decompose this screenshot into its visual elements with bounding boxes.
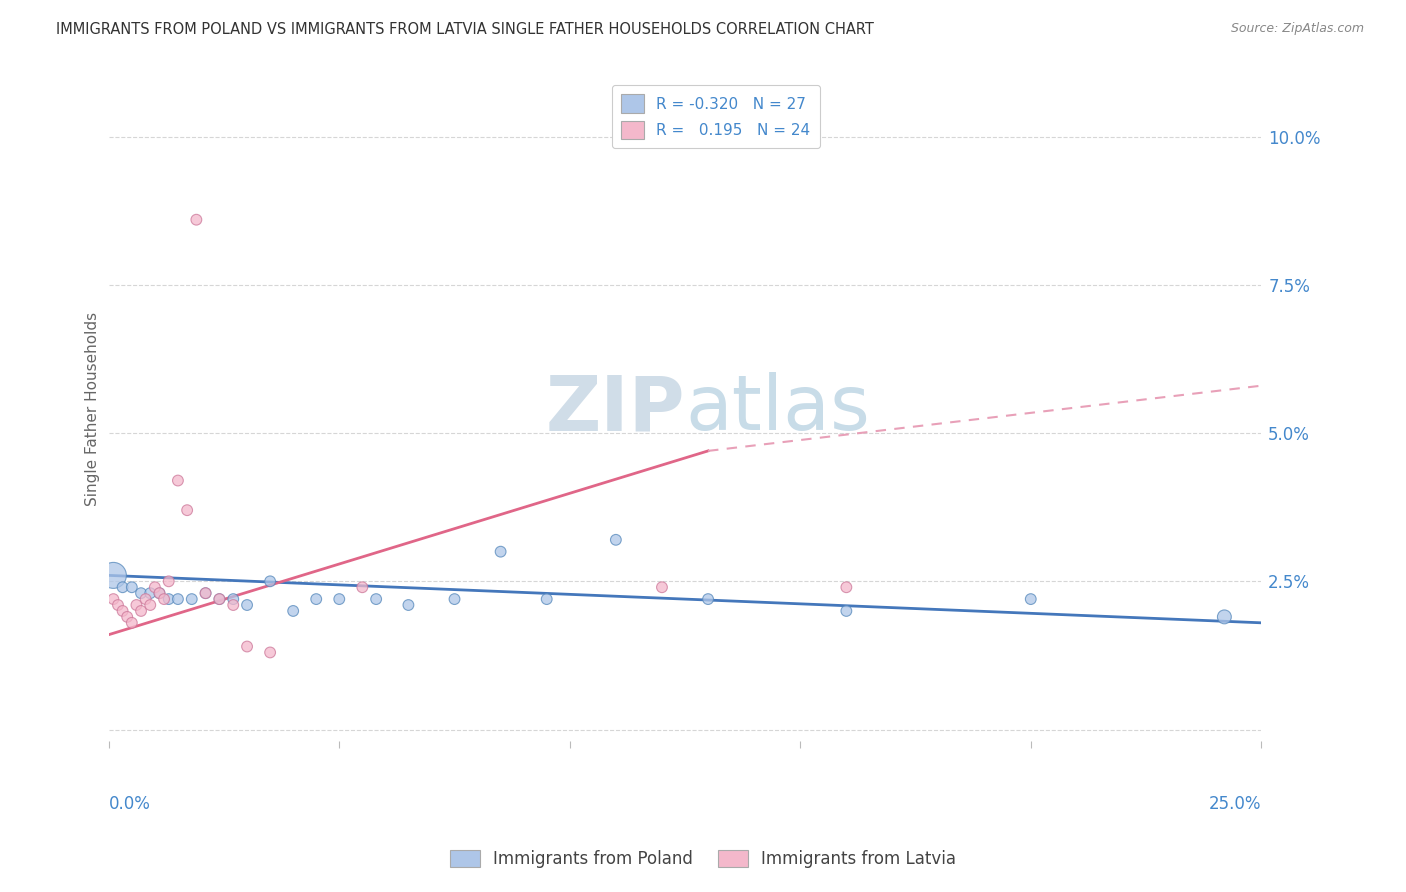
Point: [194, 586, 217, 600]
Point: [129, 586, 152, 600]
Point: [651, 580, 673, 594]
Point: [167, 592, 190, 607]
Point: [111, 580, 134, 594]
Point: [259, 574, 281, 589]
Point: [103, 568, 125, 582]
Point: [305, 592, 328, 607]
Point: [1213, 610, 1236, 624]
Legend: Immigrants from Poland, Immigrants from Latvia: Immigrants from Poland, Immigrants from …: [443, 843, 963, 875]
Point: [115, 610, 138, 624]
Point: [180, 592, 202, 607]
Point: [103, 592, 125, 607]
Point: [396, 598, 419, 612]
Point: [536, 592, 558, 607]
Point: [352, 580, 374, 594]
Point: [125, 598, 148, 612]
Text: 25.0%: 25.0%: [1209, 795, 1261, 813]
Point: [186, 212, 208, 227]
Point: [121, 615, 143, 630]
Legend: R = -0.320   N = 27, R =   0.195   N = 24: R = -0.320 N = 27, R = 0.195 N = 24: [612, 85, 820, 148]
Point: [208, 592, 231, 607]
Point: [835, 604, 858, 618]
Point: [148, 586, 170, 600]
Point: [167, 474, 190, 488]
Point: [366, 592, 388, 607]
Point: [135, 592, 157, 607]
Point: [111, 604, 134, 618]
Text: IMMIGRANTS FROM POLAND VS IMMIGRANTS FROM LATVIA SINGLE FATHER HOUSEHOLDS CORREL: IMMIGRANTS FROM POLAND VS IMMIGRANTS FRO…: [56, 22, 875, 37]
Point: [139, 586, 162, 600]
Point: [157, 592, 180, 607]
Point: [236, 598, 259, 612]
Point: [139, 598, 162, 612]
Text: 0.0%: 0.0%: [108, 795, 150, 813]
Point: [208, 592, 231, 607]
Point: [129, 604, 152, 618]
Point: [443, 592, 465, 607]
Y-axis label: Single Father Households: Single Father Households: [86, 312, 100, 507]
Point: [259, 645, 281, 659]
Point: [697, 592, 720, 607]
Point: [489, 544, 512, 558]
Point: [148, 586, 170, 600]
Text: Source: ZipAtlas.com: Source: ZipAtlas.com: [1230, 22, 1364, 36]
Point: [222, 598, 245, 612]
Point: [236, 640, 259, 654]
Point: [328, 592, 350, 607]
Point: [143, 580, 166, 594]
Point: [1019, 592, 1042, 607]
Point: [283, 604, 305, 618]
Point: [121, 580, 143, 594]
Point: [107, 598, 129, 612]
Point: [222, 592, 245, 607]
Text: ZIP: ZIP: [546, 372, 685, 446]
Point: [176, 503, 198, 517]
Point: [157, 574, 180, 589]
Text: atlas: atlas: [685, 372, 870, 446]
Point: [153, 592, 176, 607]
Point: [605, 533, 627, 547]
Point: [194, 586, 217, 600]
Point: [835, 580, 858, 594]
